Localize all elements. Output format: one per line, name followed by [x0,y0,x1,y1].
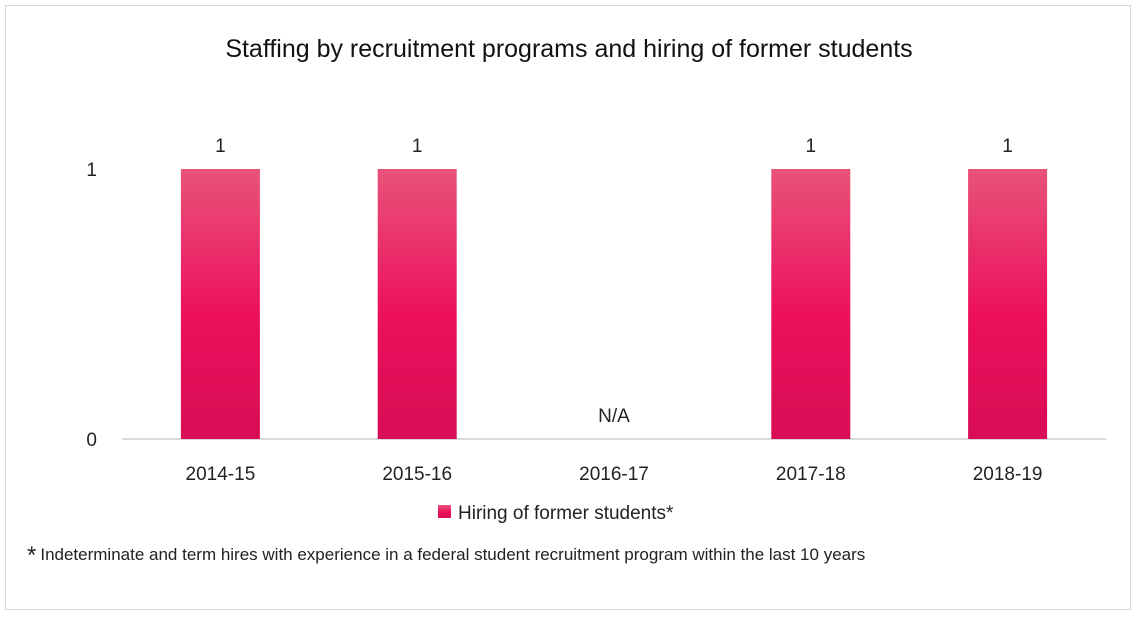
data-label: 1 [806,136,817,157]
x-tick-label: 2015-16 [382,464,452,485]
legend-swatch [438,505,451,518]
data-label: N/A [598,406,630,427]
legend-label: Hiring of former students* [458,503,674,524]
chart-title: Staffing by recruitment programs and hir… [225,35,912,63]
data-label: 1 [412,136,423,157]
footnote: * Indeterminate and term hires with exper… [27,540,987,571]
bar [771,169,851,439]
x-tick-label: 2018-19 [973,464,1043,485]
y-tick-label: 0 [86,430,97,451]
y-tick-label: 1 [86,160,97,181]
x-tick-label: 2016-17 [579,464,649,485]
bar [377,169,457,439]
x-tick-label: 2014-15 [186,464,256,485]
data-label: 1 [215,136,226,157]
x-tick-label: 2017-18 [776,464,846,485]
bar [968,169,1048,439]
footnote-text: Indeterminate and term hires with experi… [40,545,866,564]
footnote-marker: * [27,542,37,569]
legend: Hiring of former students* [438,503,674,524]
bar [180,169,260,439]
data-label: 1 [1002,136,1013,157]
bar-chart: Staffing by recruitment programs and hir… [86,35,1106,524]
